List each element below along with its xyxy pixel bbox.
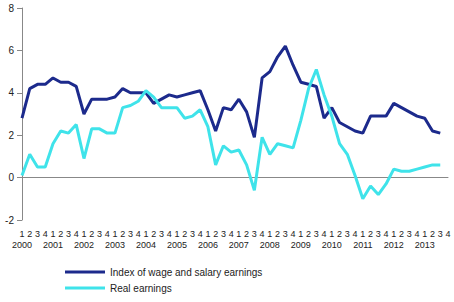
svg-text:2008: 2008 — [260, 240, 280, 250]
svg-text:3: 3 — [376, 229, 381, 239]
svg-text:1: 1 — [50, 229, 55, 239]
svg-text:1: 1 — [205, 229, 210, 239]
svg-text:1: 1 — [143, 229, 148, 239]
svg-text:2: 2 — [306, 229, 311, 239]
svg-text:4: 4 — [291, 229, 296, 239]
svg-text:-2: -2 — [5, 215, 14, 226]
svg-text:4: 4 — [322, 229, 327, 239]
svg-text:1: 1 — [81, 229, 86, 239]
svg-text:3: 3 — [66, 229, 71, 239]
svg-text:Index of wage and salary earni: Index of wage and salary earnings — [110, 267, 262, 278]
svg-text:1: 1 — [360, 229, 365, 239]
svg-text:4: 4 — [415, 229, 420, 239]
svg-text:2: 2 — [89, 229, 94, 239]
svg-text:2: 2 — [368, 229, 373, 239]
svg-text:2: 2 — [151, 229, 156, 239]
svg-text:2012: 2012 — [384, 240, 404, 250]
svg-text:3: 3 — [407, 229, 412, 239]
svg-text:2: 2 — [275, 229, 280, 239]
svg-text:2013: 2013 — [415, 240, 435, 250]
svg-text:2005: 2005 — [167, 240, 187, 250]
svg-text:8: 8 — [8, 3, 14, 14]
svg-text:2: 2 — [27, 229, 32, 239]
svg-text:2000: 2000 — [12, 240, 32, 250]
svg-text:4: 4 — [8, 87, 14, 98]
svg-text:0: 0 — [8, 172, 14, 183]
svg-text:3: 3 — [128, 229, 133, 239]
svg-text:2001: 2001 — [43, 240, 63, 250]
svg-text:2007: 2007 — [229, 240, 249, 250]
svg-text:4: 4 — [445, 229, 450, 239]
svg-text:3: 3 — [190, 229, 195, 239]
svg-text:2003: 2003 — [105, 240, 125, 250]
svg-text:3: 3 — [35, 229, 40, 239]
svg-text:Real earnings: Real earnings — [110, 283, 172, 294]
svg-text:4: 4 — [167, 229, 172, 239]
svg-text:2: 2 — [337, 229, 342, 239]
svg-text:2: 2 — [399, 229, 404, 239]
svg-text:2: 2 — [244, 229, 249, 239]
svg-text:4: 4 — [260, 229, 265, 239]
svg-text:4: 4 — [136, 229, 141, 239]
svg-text:2: 2 — [182, 229, 187, 239]
svg-text:2002: 2002 — [74, 240, 94, 250]
svg-text:1: 1 — [112, 229, 117, 239]
svg-text:2011: 2011 — [353, 240, 372, 250]
svg-text:3: 3 — [345, 229, 350, 239]
svg-text:2010: 2010 — [322, 240, 342, 250]
svg-text:4: 4 — [74, 229, 79, 239]
svg-text:2006: 2006 — [198, 240, 218, 250]
svg-text:4: 4 — [353, 229, 358, 239]
svg-text:4: 4 — [384, 229, 389, 239]
svg-text:2: 2 — [8, 130, 14, 141]
svg-text:1: 1 — [236, 229, 241, 239]
svg-text:1: 1 — [267, 229, 272, 239]
svg-text:1: 1 — [174, 229, 179, 239]
svg-text:2: 2 — [120, 229, 125, 239]
svg-text:3: 3 — [438, 229, 443, 239]
svg-text:4: 4 — [43, 229, 48, 239]
svg-text:1: 1 — [19, 229, 24, 239]
svg-text:3: 3 — [283, 229, 288, 239]
svg-text:4: 4 — [198, 229, 203, 239]
svg-text:3: 3 — [314, 229, 319, 239]
svg-text:2: 2 — [430, 229, 435, 239]
svg-text:3: 3 — [97, 229, 102, 239]
svg-text:2009: 2009 — [291, 240, 311, 250]
svg-text:2: 2 — [213, 229, 218, 239]
svg-text:4: 4 — [105, 229, 110, 239]
svg-text:4: 4 — [229, 229, 234, 239]
svg-text:1: 1 — [298, 229, 303, 239]
svg-text:3: 3 — [159, 229, 164, 239]
svg-text:6: 6 — [8, 45, 14, 56]
svg-text:3: 3 — [221, 229, 226, 239]
svg-text:1: 1 — [329, 229, 334, 239]
svg-text:1: 1 — [422, 229, 427, 239]
svg-text:3: 3 — [252, 229, 257, 239]
svg-text:2: 2 — [58, 229, 63, 239]
svg-text:2004: 2004 — [136, 240, 156, 250]
svg-text:1: 1 — [391, 229, 396, 239]
